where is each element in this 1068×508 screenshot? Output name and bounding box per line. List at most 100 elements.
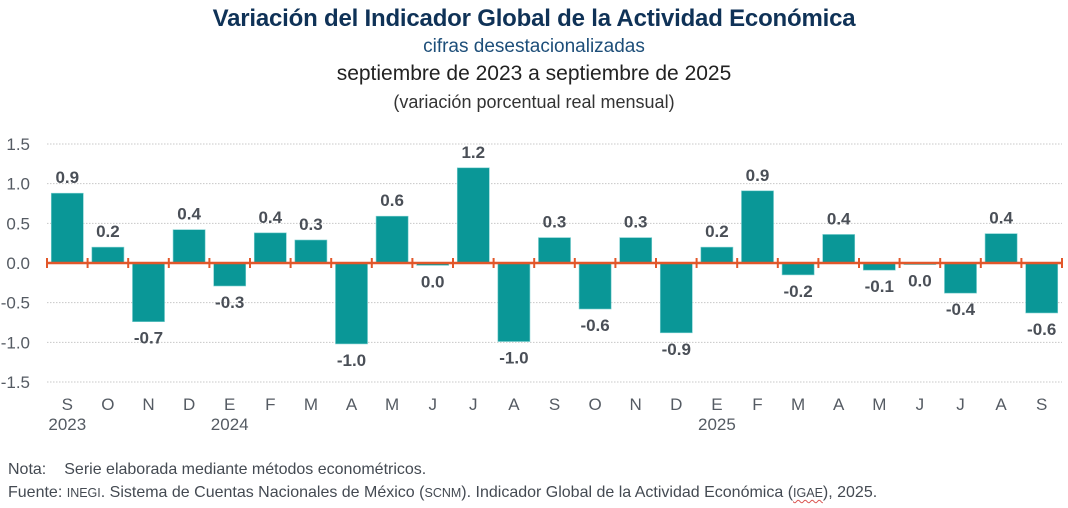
bar — [497, 262, 531, 342]
data-label: 0.6 — [380, 191, 404, 210]
data-label: -0.6 — [580, 316, 609, 335]
bar — [578, 262, 612, 310]
data-label: 0.0 — [908, 272, 932, 291]
bar — [213, 262, 247, 287]
bar — [1025, 262, 1059, 314]
y-tick-label: 1.0 — [6, 175, 30, 194]
x-year-label: 2025 — [698, 415, 736, 434]
source-text-1: . Sistema de Cuentas Nacionales de Méxic… — [100, 484, 425, 501]
data-label: -0.4 — [946, 300, 976, 319]
bar — [253, 232, 287, 264]
bar — [538, 237, 571, 264]
bar — [741, 190, 774, 264]
data-label: -0.3 — [215, 293, 244, 312]
source-text-2: ). Indicador Global de la Actividad Econ… — [461, 484, 794, 501]
chart-subtitle: cifras desestacionalizadas — [423, 36, 645, 57]
bar — [822, 234, 856, 264]
data-label: -0.7 — [134, 329, 163, 348]
bar — [132, 262, 165, 323]
x-tick-label: O — [588, 395, 601, 414]
bar — [944, 262, 977, 294]
bar — [619, 237, 653, 264]
data-label: 0.9 — [55, 168, 79, 187]
note-label: Nota: — [8, 461, 47, 478]
chart-unit: (variación porcentual real mensual) — [393, 92, 675, 112]
x-tick-label: A — [995, 395, 1007, 414]
data-label: 0.3 — [543, 213, 567, 232]
data-label: -0.2 — [783, 282, 812, 301]
source-org: INEGI — [66, 486, 101, 500]
bar — [335, 262, 368, 345]
data-label: 1.2 — [461, 143, 485, 162]
y-tick-label: -1.5 — [1, 373, 30, 392]
bar — [781, 262, 815, 276]
x-tick-label: A — [833, 395, 845, 414]
x-tick-label: D — [670, 395, 682, 414]
footnote-note: Nota: Serie elaborada mediante métodos ec… — [8, 461, 426, 479]
data-label: 0.2 — [705, 222, 729, 241]
bar — [984, 233, 1018, 264]
data-label: 0.4 — [827, 209, 851, 228]
x-tick-label: F — [752, 395, 762, 414]
x-year-label: 2024 — [211, 415, 249, 434]
x-tick-label: S — [549, 395, 560, 414]
source-text-3: ), 2025. — [822, 484, 878, 501]
source-abbr-igae: IGAE — [793, 486, 823, 500]
x-tick-label: E — [711, 395, 722, 414]
data-label: 0.9 — [746, 166, 770, 185]
footnote-source: Fuente: INEGI. Sistema de Cuentas Nacion… — [8, 484, 877, 502]
x-tick-label: J — [428, 395, 437, 414]
x-tick-label: S — [62, 395, 73, 414]
bar — [700, 246, 734, 264]
chart-period: septiembre de 2023 a septiembre de 2025 — [336, 62, 732, 85]
x-tick-label: M — [791, 395, 805, 414]
x-tick-label: N — [142, 395, 154, 414]
data-label: 0.4 — [177, 205, 201, 224]
data-label: 0.2 — [96, 222, 120, 241]
x-tick-label: J — [916, 395, 925, 414]
note-text: Serie elaborada mediante métodos economé… — [64, 461, 427, 478]
x-tick-label: O — [101, 395, 114, 414]
bar — [456, 167, 490, 264]
x-tick-label: N — [630, 395, 642, 414]
y-tick-label: 0.5 — [6, 214, 30, 233]
x-year-label: 2023 — [48, 415, 86, 434]
chart-title: Variación del Indicador Global de la Act… — [212, 5, 856, 32]
bar-chart: 1.5 1.0 0.5 0.0 -0.5 -1.0 -1.5 0.9 0.2 -0.7 0.4 -0… — [1, 135, 1063, 434]
data-label: -0.6 — [1027, 320, 1056, 339]
x-tick-label: A — [508, 395, 520, 414]
bar — [659, 262, 693, 334]
y-axis: 1.5 1.0 0.5 0.0 -0.5 -1.0 -1.5 — [1, 135, 30, 392]
source-label: Fuente: — [8, 484, 63, 501]
bar — [375, 215, 409, 264]
bar — [91, 246, 125, 264]
x-tick-label: M — [872, 395, 886, 414]
data-labels: 0.9 0.2 -0.7 0.4 -0.3 0.4 0.3 -1.0 0.6 0.0 1.2 -1.0… — [55, 143, 1056, 370]
y-tick-label: 1.5 — [6, 135, 30, 154]
y-tick-label: 0.0 — [6, 254, 30, 273]
data-label: 0.3 — [299, 215, 323, 234]
x-tick-label: F — [265, 395, 275, 414]
x-tick-label: D — [183, 395, 195, 414]
bar — [294, 239, 328, 264]
zero-axis — [46, 258, 1063, 268]
data-label: 0.4 — [258, 208, 282, 227]
x-tick-label: J — [469, 395, 478, 414]
y-tick-label: -1.0 — [1, 333, 30, 352]
x-tick-label: A — [346, 395, 358, 414]
bar — [172, 229, 206, 264]
data-label: -0.1 — [865, 277, 894, 296]
data-label: -1.0 — [499, 349, 528, 368]
source-abbr-scnm: SCNM — [424, 486, 462, 500]
x-tick-label: M — [304, 395, 318, 414]
data-label: -0.9 — [662, 340, 691, 359]
data-label: 0.0 — [421, 272, 445, 291]
x-tick-label: J — [956, 395, 965, 414]
x-tick-label: E — [224, 395, 235, 414]
bar — [50, 192, 84, 264]
y-tick-label: -0.5 — [1, 294, 30, 313]
bars — [50, 167, 1059, 345]
x-tick-label: M — [385, 395, 399, 414]
gridlines — [47, 143, 1062, 383]
